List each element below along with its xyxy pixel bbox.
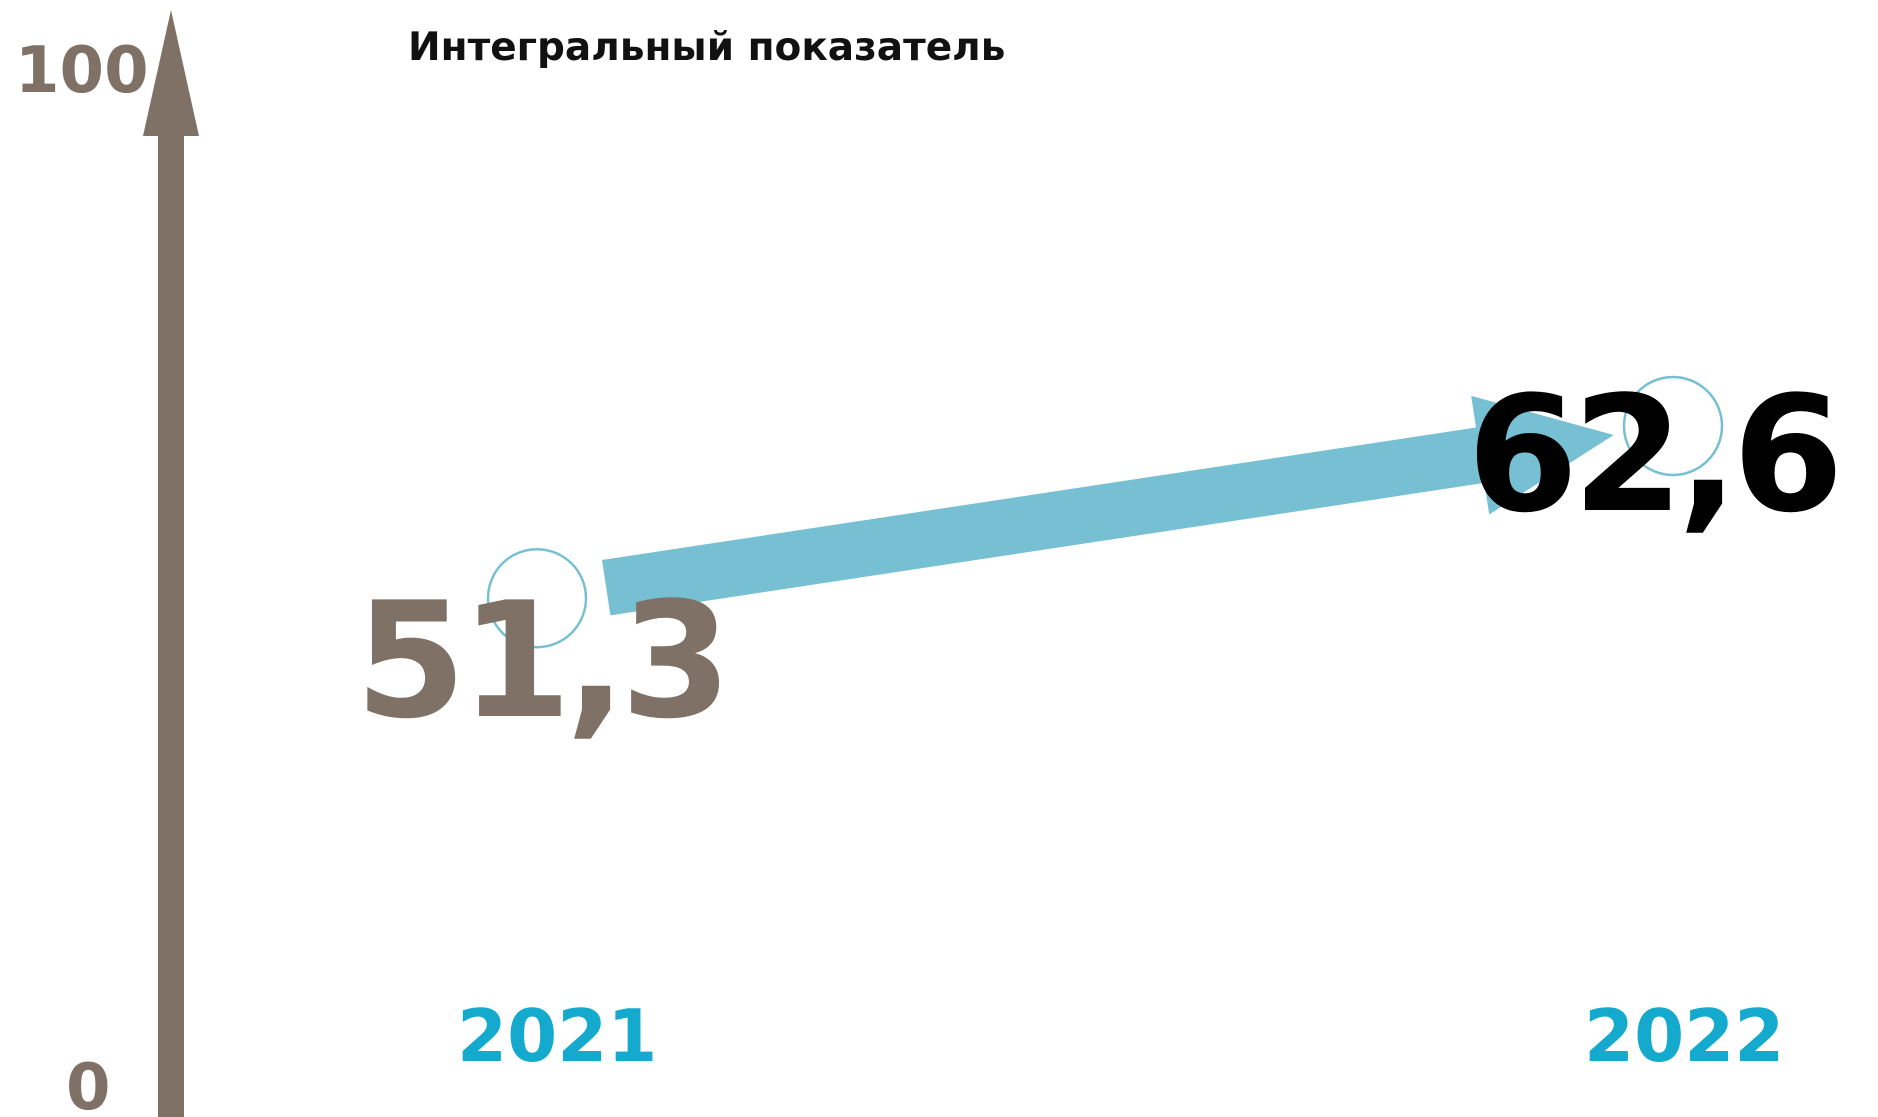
y-axis-arrow (143, 10, 199, 1117)
trend-arrow (602, 395, 1614, 616)
value-label-2021: 51,3 (355, 567, 726, 754)
data-point-2022 (1622, 375, 1724, 477)
data-point-2021 (486, 547, 588, 649)
x-label-2022: 2022 (1584, 994, 1784, 1078)
value-label-2022: 62,6 (1467, 361, 1838, 548)
y-tick-max: 100 (15, 34, 149, 108)
y-tick-min: 0 (66, 1051, 111, 1117)
x-label-2021: 2021 (457, 994, 657, 1078)
chart-title: Интегральный показатель (408, 25, 1005, 70)
